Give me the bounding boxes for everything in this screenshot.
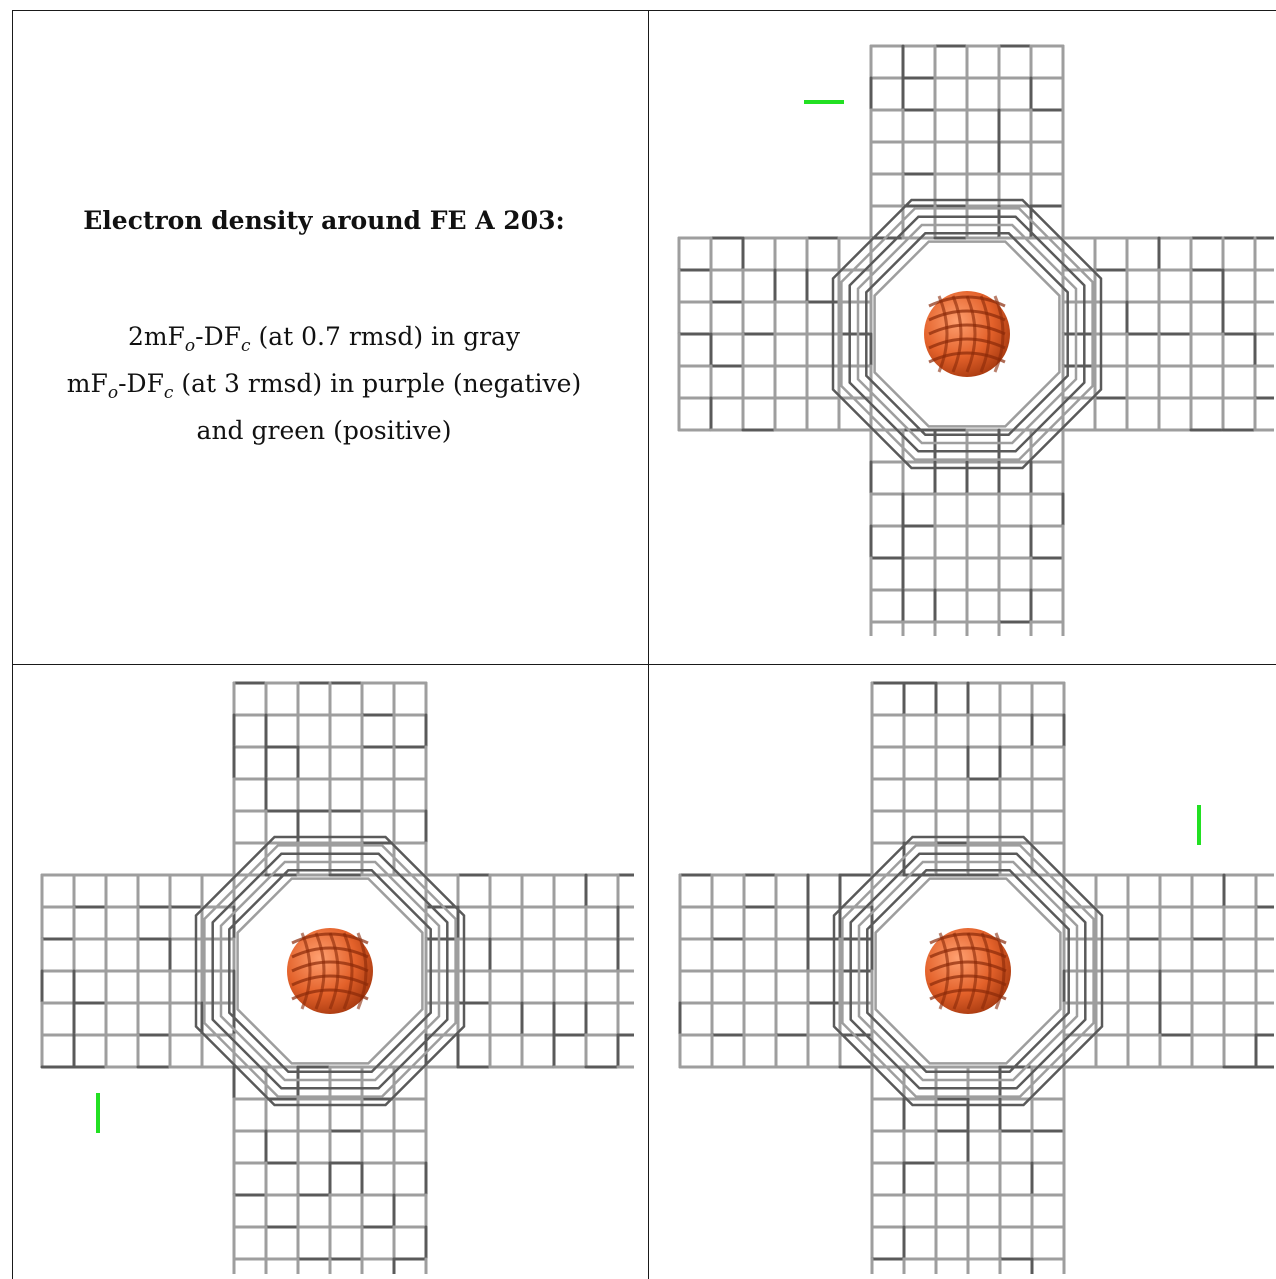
density-mesh: [678, 681, 1274, 1274]
density-ring: [228, 869, 432, 1073]
density-ring: [832, 835, 1104, 1107]
density-ring: [219, 860, 441, 1082]
density-ring: [865, 232, 1069, 436]
legend-line-green: and green (positive): [196, 416, 452, 445]
legend-line-gray: 2mFo-DFc (at 0.7 rmsd) in gray: [0, 318, 648, 365]
density-ring: [194, 835, 466, 1107]
density-mesh: [40, 681, 634, 1274]
legend-text: -DF: [118, 369, 164, 398]
legend-text: -DF: [195, 322, 241, 351]
frame-left: [12, 10, 13, 1279]
density-view-top-right: [664, 28, 1274, 636]
frame-middle-horizontal: [12, 664, 1276, 665]
legend-text: mF: [66, 369, 108, 398]
atom-mesh-lines: [928, 295, 1006, 373]
density-ring: [849, 852, 1087, 1090]
density-ring: [841, 844, 1095, 1098]
legend-sub: c: [241, 336, 251, 356]
density-ring: [211, 852, 449, 1090]
frame-top: [12, 10, 1276, 11]
legend-sub: o: [184, 336, 196, 356]
density-ring: [831, 198, 1103, 470]
density-ring: [856, 223, 1078, 445]
caption-title: Electron density around FE A 203:: [83, 206, 565, 235]
legend-text: (at 3 rmsd) in purple (negative): [173, 369, 582, 398]
legend-sub: c: [163, 383, 174, 403]
density-ring: [857, 860, 1079, 1082]
legend-text: (at 0.7 rmsd) in gray: [250, 322, 521, 351]
density-view-bottom-left: [26, 668, 634, 1274]
frame-middle-vertical: [648, 10, 649, 1279]
density-ring: [866, 869, 1070, 1073]
density-ring: [873, 240, 1061, 428]
mesh-canvas: [677, 44, 1274, 636]
density-ring: [236, 877, 424, 1065]
atom-mesh-lines: [291, 932, 369, 1010]
atom-mesh-lines: [929, 932, 1007, 1010]
density-ring: [203, 844, 457, 1098]
legend-sub: o: [107, 383, 119, 403]
density-view-bottom-right: [664, 668, 1274, 1274]
caption-panel: Electron density around FE A 203: 2mFo-D…: [0, 0, 648, 664]
density-mesh: [677, 44, 1274, 636]
density-ring: [840, 207, 1094, 461]
density-ring: [874, 877, 1062, 1065]
mesh-canvas: [40, 681, 634, 1274]
legend-line-difference: mFo-DFc (at 3 rmsd) in purple (negative): [0, 365, 648, 412]
legend-text: 2mF: [127, 322, 185, 351]
density-ring: [848, 215, 1086, 453]
caption-legend: 2mFo-DFc (at 0.7 rmsd) in gray mFo-DFc (…: [0, 318, 648, 450]
mesh-canvas: [678, 681, 1274, 1274]
